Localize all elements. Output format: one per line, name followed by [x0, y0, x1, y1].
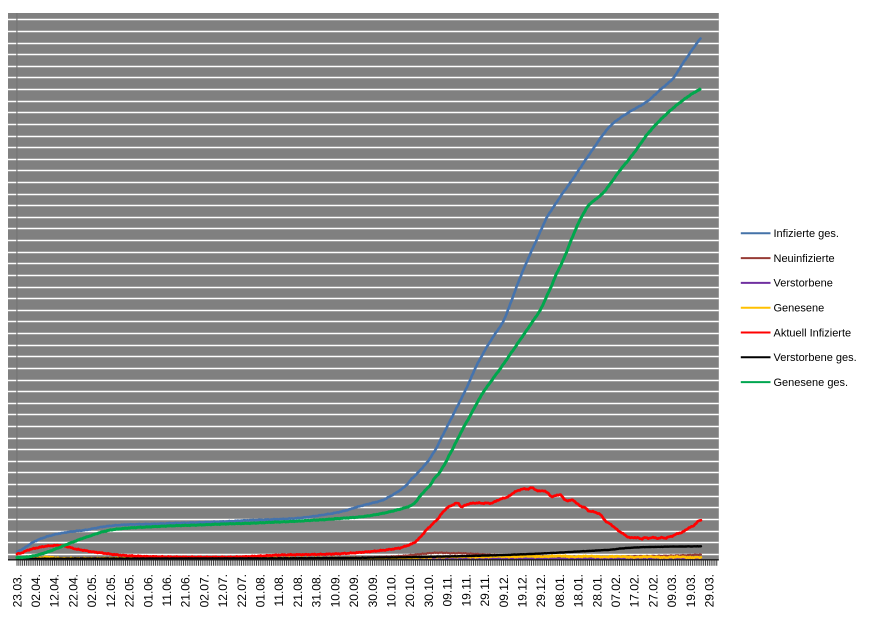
- svg-text:Verstorbene: Verstorbene: [774, 278, 833, 290]
- svg-text:12.07.: 12.07.: [216, 574, 230, 607]
- svg-text:Infizierte ges.: Infizierte ges.: [774, 228, 839, 240]
- svg-text:30.09.: 30.09.: [366, 574, 380, 607]
- svg-text:Genesene ges.: Genesene ges.: [774, 377, 849, 389]
- svg-text:11.08.: 11.08.: [272, 574, 286, 606]
- svg-text:30.10.: 30.10.: [422, 574, 436, 607]
- svg-text:10.10.: 10.10.: [385, 574, 399, 607]
- svg-text:21.08.: 21.08.: [291, 574, 305, 607]
- svg-text:02.05.: 02.05.: [85, 574, 99, 607]
- svg-text:01.06.: 01.06.: [141, 574, 155, 607]
- svg-text:09.03.: 09.03.: [665, 574, 679, 607]
- svg-text:10.09.: 10.09.: [328, 574, 342, 607]
- svg-text:12.05.: 12.05.: [104, 574, 118, 607]
- svg-text:02.07.: 02.07.: [197, 574, 211, 607]
- svg-text:Genesene: Genesene: [774, 303, 825, 315]
- svg-text:Aktuell Infizierte: Aktuell Infizierte: [774, 327, 852, 339]
- svg-text:22.05.: 22.05.: [123, 574, 137, 607]
- svg-text:Neuinfizierte: Neuinfizierte: [774, 253, 835, 265]
- svg-text:08.01.: 08.01.: [553, 574, 567, 607]
- svg-text:27.02.: 27.02.: [646, 574, 660, 607]
- svg-text:23.03.: 23.03.: [10, 574, 24, 607]
- svg-text:07.02.: 07.02.: [609, 574, 623, 607]
- svg-text:19.12.: 19.12.: [516, 574, 530, 607]
- svg-text:12.04.: 12.04.: [48, 574, 62, 607]
- svg-text:31.08.: 31.08.: [310, 574, 324, 607]
- svg-text:29.12.: 29.12.: [534, 574, 548, 607]
- svg-text:09.12.: 09.12.: [497, 574, 511, 607]
- svg-text:28.01.: 28.01.: [590, 574, 604, 607]
- svg-text:Verstorbene ges.: Verstorbene ges.: [774, 352, 857, 364]
- svg-text:29.11.: 29.11.: [478, 574, 492, 606]
- svg-text:22.04.: 22.04.: [66, 574, 80, 607]
- svg-text:20.10.: 20.10.: [403, 574, 417, 607]
- svg-text:19.03.: 19.03.: [684, 574, 698, 607]
- svg-text:11.06.: 11.06.: [160, 574, 174, 606]
- svg-text:02.04.: 02.04.: [29, 574, 43, 607]
- svg-text:21.06.: 21.06.: [179, 574, 193, 607]
- svg-text:22.07.: 22.07.: [235, 574, 249, 607]
- svg-text:18.01.: 18.01.: [572, 574, 586, 607]
- svg-text:20.09.: 20.09.: [347, 574, 361, 607]
- svg-text:29.03.: 29.03.: [703, 574, 717, 607]
- svg-text:17.02.: 17.02.: [628, 574, 642, 607]
- svg-text:09.11.: 09.11.: [441, 574, 455, 606]
- svg-text:19.11.: 19.11.: [459, 574, 473, 606]
- svg-text:01.08.: 01.08.: [254, 574, 268, 607]
